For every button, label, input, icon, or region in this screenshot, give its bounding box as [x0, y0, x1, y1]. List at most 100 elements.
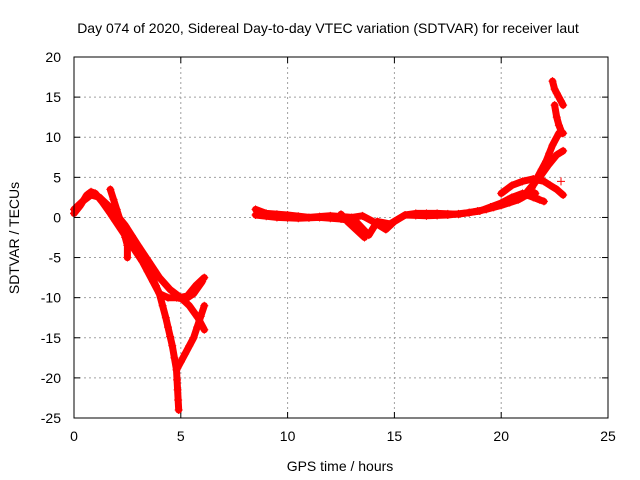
data-point-marker: [559, 146, 568, 155]
data-point-marker: [381, 225, 390, 234]
y-axis-label: SDTVAR / TECUs: [6, 182, 22, 294]
data-point-marker: [393, 215, 402, 224]
data-point-marker: [315, 213, 324, 222]
data-point-marker: [518, 177, 527, 186]
data-point-marker: [163, 323, 172, 332]
data-point-marker: [552, 185, 561, 194]
data-point-marker: [552, 89, 561, 98]
data-point-marker: [557, 97, 566, 106]
data-point-marker: [304, 213, 313, 222]
data-point-marker: [84, 189, 93, 198]
data-point-marker: [373, 217, 382, 226]
data-point-marker: [155, 289, 164, 298]
x-tick-label: 20: [493, 428, 509, 444]
data-point-marker: [401, 211, 410, 220]
y-tick-label: 5: [53, 169, 61, 185]
data-point-marker: [123, 253, 132, 262]
data-point-marker: [158, 301, 167, 310]
data-point-marker: [161, 313, 170, 322]
data-point-marker: [189, 333, 198, 342]
data-point-marker: [183, 292, 192, 301]
data-point-marker: [386, 219, 395, 228]
data-point-marker: [262, 212, 271, 221]
data-point-marker: [557, 177, 566, 186]
data-point-marker: [422, 211, 431, 220]
series-trace-texture: [505, 193, 542, 202]
data-point-marker: [482, 205, 491, 214]
data-point-marker: [173, 385, 182, 394]
data-point-marker: [537, 165, 546, 174]
data-point-marker: [550, 101, 559, 110]
data-point-marker: [337, 210, 345, 219]
data-point-marker: [443, 211, 452, 220]
data-point-marker: [191, 281, 200, 290]
data-point-marker: [78, 197, 87, 206]
data-point-marker: [351, 225, 360, 234]
data-point-marker: [170, 353, 179, 362]
data-point-marker: [433, 211, 442, 220]
y-tick-label: -20: [41, 370, 61, 386]
data-point-marker: [181, 349, 190, 358]
data-point-marker: [200, 325, 209, 334]
data-point-marker: [294, 214, 303, 223]
series-track-15: [503, 190, 544, 204]
data-point-marker: [185, 341, 194, 350]
series-trace-texture: [176, 275, 207, 300]
data-point-marker: [121, 221, 130, 230]
y-tick-label: 10: [45, 129, 61, 145]
chart-title: Day 074 of 2020, Sidereal Day-to-day VTE…: [77, 20, 579, 36]
data-point-marker: [535, 195, 544, 204]
data-point-marker: [172, 365, 181, 374]
data-point-marker: [196, 312, 205, 321]
data-point-marker: [185, 301, 194, 310]
data-point-marker: [148, 273, 157, 282]
data-point-marker: [155, 273, 164, 282]
data-point-marker: [539, 177, 548, 186]
data-point-marker: [108, 205, 117, 214]
data-point-marker: [163, 293, 172, 302]
data-point-marker: [465, 208, 474, 217]
data-point-marker: [351, 217, 360, 226]
data-point-marker: [360, 233, 369, 242]
data-point-marker: [343, 217, 352, 226]
series-trace-texture: [339, 212, 367, 240]
data-point-marker: [109, 195, 118, 204]
y-tick-label: -5: [49, 250, 62, 266]
data-point-marker: [173, 375, 182, 384]
series-track-3: [106, 185, 132, 262]
data-point-marker: [95, 193, 104, 202]
data-point-marker: [174, 293, 183, 302]
data-point-marker: [546, 181, 555, 190]
data-point-marker: [200, 273, 209, 282]
data-point-marker: [134, 241, 143, 250]
data-point-marker: [548, 77, 557, 86]
axis-ticks: 0 5 10 15 20 25 -25 -20 -15 -10 -5 0 5 10 15 20: [41, 49, 616, 444]
data-point-marker: [473, 207, 482, 216]
data-point-marker: [559, 190, 568, 199]
data-point-marker: [554, 121, 563, 130]
data-point-marker: [123, 241, 132, 250]
data-point-marker: [558, 129, 567, 138]
data-point-marker: [150, 265, 159, 274]
data-point-marker: [106, 185, 115, 194]
data-point-marker: [251, 211, 260, 220]
data-point-marker: [283, 213, 292, 222]
series-track-6: [174, 273, 209, 302]
data-point-marker: [176, 357, 185, 366]
data-point-marker: [168, 341, 177, 350]
data-point-marker: [545, 149, 554, 158]
data-point-marker: [160, 279, 169, 288]
grid: [74, 57, 608, 418]
data-point-marker: [193, 323, 202, 332]
data-point-marker: [174, 405, 183, 414]
data-point-marker: [166, 332, 175, 341]
data-point-marker: [144, 257, 153, 266]
data-point-marker: [489, 203, 498, 212]
series-track-5: [172, 301, 209, 374]
data-point-marker: [497, 189, 506, 198]
x-tick-label: 5: [177, 428, 185, 444]
data-point-marker: [529, 181, 538, 190]
plot-area-border: [73, 56, 609, 419]
